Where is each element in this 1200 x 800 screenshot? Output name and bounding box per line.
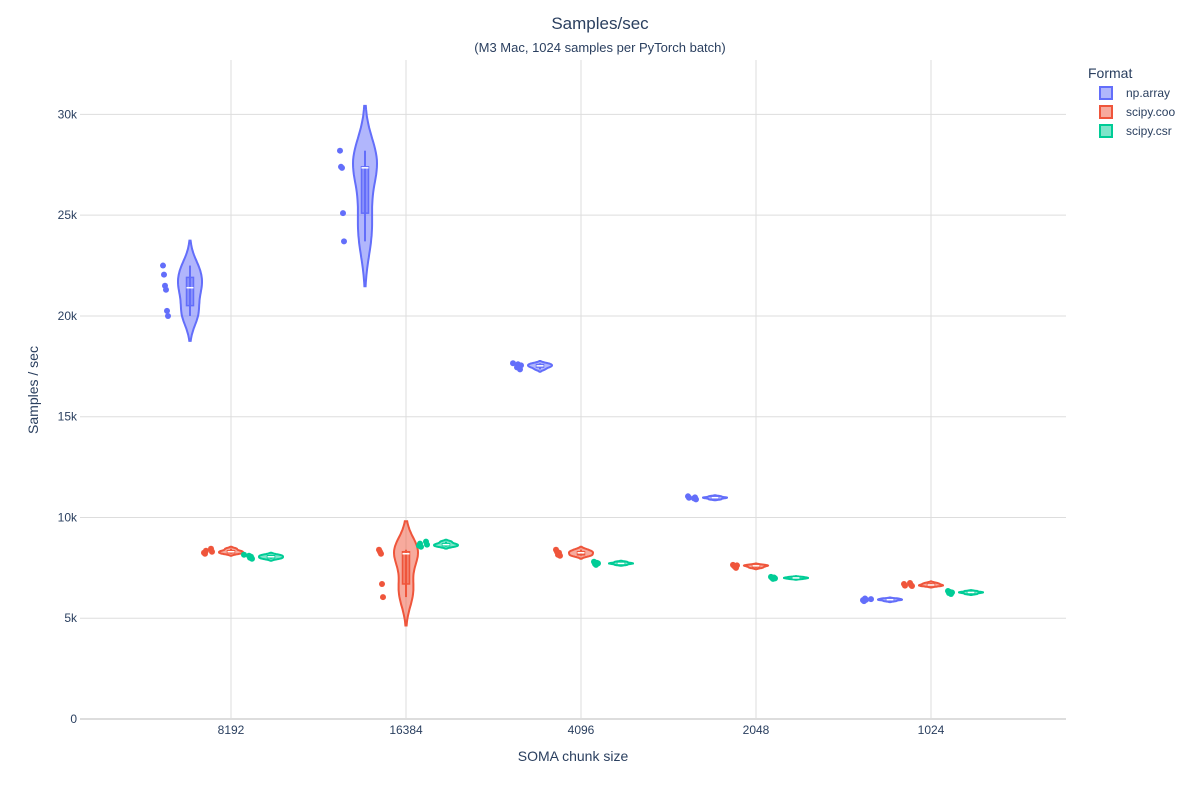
sample-point xyxy=(418,543,424,550)
sample-point xyxy=(510,360,516,367)
x-tick-label: 8192 xyxy=(218,723,245,737)
sample-point xyxy=(518,362,524,369)
legend-title: Format xyxy=(1088,65,1132,81)
y-tick-label: 10k xyxy=(58,510,78,524)
sample-point xyxy=(595,560,601,567)
y-tick-label: 20k xyxy=(58,309,78,323)
sample-point xyxy=(424,541,430,548)
sample-point xyxy=(863,596,869,603)
sample-point xyxy=(557,552,563,559)
y-tick-label: 25k xyxy=(58,208,78,222)
sample-point xyxy=(163,286,169,293)
x-tick-label: 1024 xyxy=(918,723,945,737)
sample-point xyxy=(909,582,915,589)
box xyxy=(401,550,411,585)
sample-point xyxy=(341,238,347,245)
y-tick-label: 0 xyxy=(70,712,77,726)
sample-point xyxy=(379,580,385,587)
x-tick-label: 16384 xyxy=(389,723,423,737)
sample-point xyxy=(160,262,166,269)
sample-point xyxy=(686,494,692,501)
legend-swatch xyxy=(1099,124,1113,138)
x-tick-label: 4096 xyxy=(568,723,595,737)
chart-title: Samples/sec xyxy=(551,14,649,33)
legend-label: scipy.csr xyxy=(1126,124,1172,138)
y-tick-label: 5k xyxy=(64,611,78,625)
sample-point xyxy=(339,164,345,171)
y-tick-label: 15k xyxy=(58,410,78,424)
chart-subtitle: (M3 Mac, 1024 samples per PyTorch batch) xyxy=(474,40,725,55)
sample-point xyxy=(203,547,209,554)
sample-point xyxy=(902,582,908,589)
sample-point xyxy=(772,575,778,582)
sample-point xyxy=(340,210,346,217)
legend-label: np.array xyxy=(1126,86,1170,100)
sample-point xyxy=(164,307,170,314)
sample-point xyxy=(868,596,874,603)
box xyxy=(360,166,370,214)
legend-label: scipy.coo xyxy=(1126,105,1175,119)
sample-point xyxy=(209,548,215,555)
y-tick-label: 30k xyxy=(58,107,78,121)
sample-point xyxy=(380,594,386,601)
sample-point xyxy=(165,312,171,319)
sample-point xyxy=(378,550,384,557)
sample-point xyxy=(241,551,247,558)
x-axis-title: SOMA chunk size xyxy=(518,748,629,764)
sample-point xyxy=(949,589,955,596)
x-tick-label: 2048 xyxy=(743,723,770,737)
legend-swatch xyxy=(1099,86,1113,100)
sample-point xyxy=(249,555,255,562)
sample-point xyxy=(161,271,167,278)
sample-point xyxy=(337,147,343,154)
legend-swatch xyxy=(1099,105,1113,119)
box xyxy=(185,276,195,307)
y-axis-title: Samples / sec xyxy=(25,346,41,434)
sample-point xyxy=(693,496,699,503)
sample-point xyxy=(734,562,740,569)
